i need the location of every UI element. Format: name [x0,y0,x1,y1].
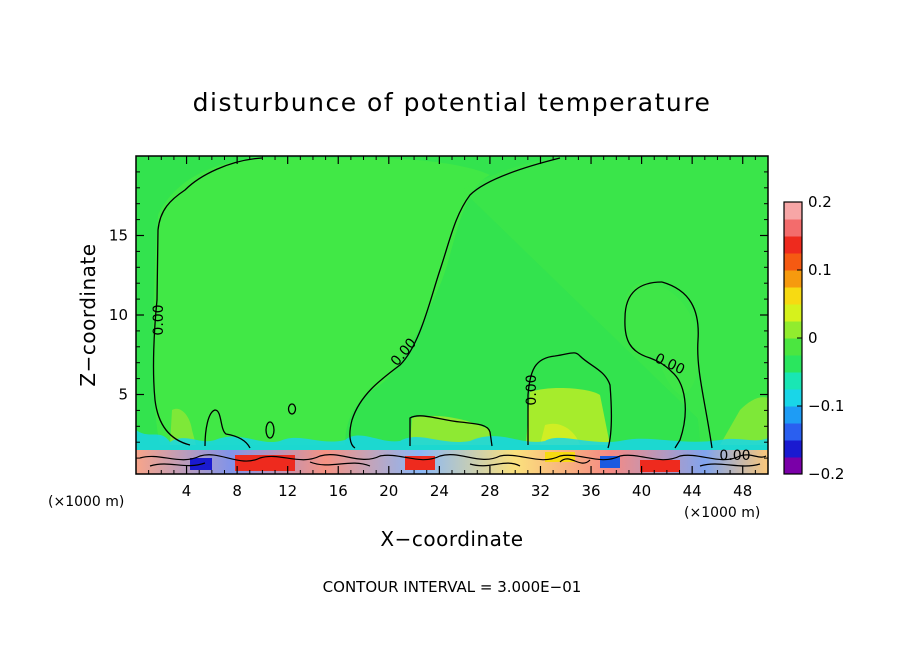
colorbar-swatch [784,389,802,407]
colorbar-tick-label: 0 [808,329,818,347]
x-tick-label: 28 [480,482,499,500]
cool-strip [136,430,768,452]
x-tick-label: 16 [329,482,348,500]
colorbar-swatch [784,321,802,339]
colorbar-swatch [784,236,802,254]
colorbar-tick-label: −0.1 [808,397,844,415]
x-tick-label: 44 [683,482,702,500]
zero-contour-left [152,157,263,446]
plot-area: 0.00 0.00 0.00 0.00 0.00 [136,156,768,474]
colorbar-swatch [784,355,802,373]
contour-label-surface: 0.00 [719,448,750,464]
x-tick-label: 8 [232,482,242,500]
x-axis: 4 8 12 16 20 24 28 32 36 40 44 48 [148,156,756,500]
colorbar-swatch [784,219,802,237]
zero-contour-right-edge [661,281,713,449]
surface-contours [139,454,767,467]
colorbar-swatch [784,440,802,458]
colorbar-swatch [784,304,802,322]
colorbar-swatch [784,253,802,271]
colorbar-swatch [784,338,802,356]
warm-region-left [153,158,490,445]
colorbar-swatch [784,372,802,390]
x-tick-label: 4 [182,482,192,500]
y-tick-label: 5 [118,386,128,404]
zero-contour-bump-1 [204,409,251,449]
zero-contour-small-2 [287,403,297,415]
x-tick-label: 12 [278,482,297,500]
contour-label-tower: 0.00 [524,374,540,405]
zero-contour-plume [624,281,686,449]
colorbar-swatch [784,270,802,288]
chart-title: disturbunce of potential temperature [193,88,712,117]
y-tick-label: 15 [109,227,128,245]
colorbar-swatch [784,287,802,305]
plume-right [624,282,700,395]
zero-contour-mid [349,157,561,449]
zero-contour-small-1 [265,421,275,439]
x-tick-label: 32 [531,482,550,500]
warm-patch-4 [720,397,768,445]
surface-red-patch-3 [640,460,680,472]
warm-patch-1 [170,408,196,445]
colorbar-swatch [784,202,802,220]
x-axis-label: X−coordinate [380,527,523,551]
zero-contour-tower [527,352,612,449]
surface-yellow-patch [545,452,575,462]
x-tick-label: 20 [379,482,398,500]
y-tick-label: 10 [109,306,128,324]
colorbar-swatch [784,457,802,475]
z-unit-label: (×1000 m) [48,494,124,510]
colorbar-tick-label: 0.2 [808,193,832,211]
colorbar-tick-label: −0.2 [808,465,844,483]
surface-blue-patch-2 [600,456,620,468]
colorbar-swatch [784,423,802,441]
x-unit-label: (×1000 m) [684,505,760,521]
x-tick-label: 48 [733,482,752,500]
colorbar-tick-label: 0.1 [808,261,832,279]
surface-red-patch-1 [235,455,295,471]
contour-interval-note: CONTOUR INTERVAL = 3.000E−01 [323,578,582,596]
colorbar-swatch [784,406,802,424]
x-tick-label: 40 [632,482,651,500]
x-tick-label: 36 [581,482,600,500]
y-axis: 5 10 15 [109,171,768,459]
x-tick-label: 24 [430,482,449,500]
contour-label-left: 0.00 [151,304,167,335]
zero-contour-box-mid [409,415,493,447]
y-axis-label: Z−coordinate [76,243,100,386]
colorbar: 0.2 0.1 0 −0.1 −0.2 [783,193,844,483]
